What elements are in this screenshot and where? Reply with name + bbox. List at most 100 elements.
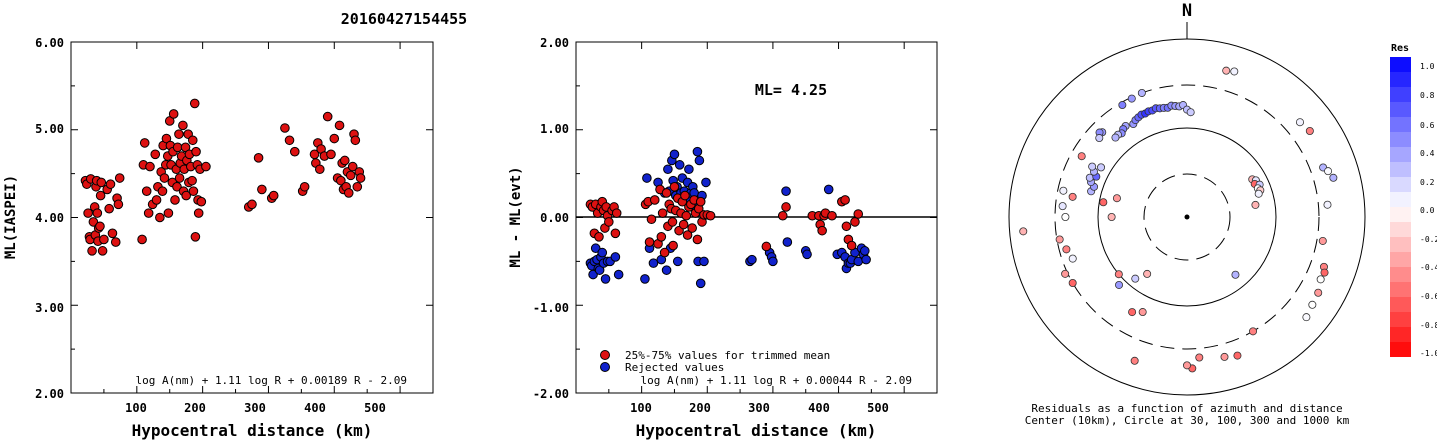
x-tick-label: 300 bbox=[244, 401, 266, 415]
rejected-point bbox=[823, 184, 834, 195]
data-point bbox=[145, 161, 155, 172]
station-point bbox=[1062, 245, 1071, 254]
rejected-point bbox=[648, 258, 659, 268]
station-point bbox=[1302, 313, 1311, 322]
station-point bbox=[1320, 268, 1329, 277]
plot-frame bbox=[70, 41, 434, 394]
x-tick-label: 200 bbox=[689, 401, 711, 415]
trimmed-point bbox=[687, 223, 697, 233]
data-point bbox=[187, 135, 198, 146]
ml-annotation: ML= 4.25 bbox=[755, 81, 827, 99]
y-tick-label: 2.00 bbox=[35, 387, 64, 401]
data-point bbox=[159, 173, 170, 183]
data-point bbox=[253, 153, 264, 163]
rejected-point bbox=[640, 274, 650, 284]
colorbar-tick: 0.2 bbox=[1420, 178, 1435, 187]
y-tick-label: 5.00 bbox=[35, 122, 64, 136]
data-point bbox=[350, 135, 361, 146]
data-point bbox=[196, 196, 207, 207]
colorbar-tick: 0.0 bbox=[1420, 206, 1435, 215]
station-point bbox=[1077, 152, 1086, 161]
station-point bbox=[1118, 101, 1127, 110]
colorbar-cell bbox=[1390, 207, 1411, 222]
rejected-point bbox=[701, 177, 711, 188]
station-point bbox=[1097, 163, 1106, 172]
figure-title: 20160427154455 bbox=[341, 10, 467, 28]
trimmed-point bbox=[659, 247, 670, 258]
station-point bbox=[1314, 288, 1323, 297]
caption-line-2: Center (10km), Circle at 30, 100, 300 an… bbox=[1025, 414, 1350, 427]
data-point bbox=[334, 120, 345, 131]
rejected-point bbox=[768, 256, 778, 267]
rejected-point bbox=[802, 249, 812, 260]
data-point bbox=[170, 195, 180, 205]
tick-marks bbox=[576, 41, 938, 394]
data-point bbox=[155, 212, 165, 223]
x-tick-label: 400 bbox=[304, 401, 326, 415]
legend-marker-rejected bbox=[600, 362, 610, 372]
station-point bbox=[1329, 173, 1338, 182]
data-point bbox=[340, 155, 350, 166]
colorbar-cell bbox=[1390, 237, 1411, 252]
data-point bbox=[96, 177, 107, 188]
station-point bbox=[1128, 308, 1137, 317]
station-point bbox=[1138, 308, 1147, 317]
trimmed-point bbox=[695, 196, 706, 207]
colorbar-cell bbox=[1390, 342, 1411, 357]
colorbar-tick: 0.8 bbox=[1420, 91, 1435, 100]
data-point bbox=[322, 111, 333, 122]
y-tick-label: 0.00 bbox=[540, 211, 569, 225]
colorbar-cells bbox=[1390, 57, 1411, 357]
data-point bbox=[113, 199, 124, 210]
colorbar-cell bbox=[1390, 267, 1411, 282]
x-tick-label: 100 bbox=[630, 401, 652, 415]
station-point bbox=[1112, 194, 1121, 203]
colorbar-tick: -0.8 bbox=[1420, 321, 1437, 330]
data-point bbox=[88, 217, 99, 227]
colorbar-cell bbox=[1390, 297, 1411, 312]
chart-residual-vs-distance: 2.00 1.00 0.00 -1.00 -2.00 100 200 300 4… bbox=[508, 36, 938, 440]
data-point bbox=[187, 175, 197, 186]
trimmed-point bbox=[840, 195, 850, 205]
data-point bbox=[191, 146, 201, 157]
colorbar-cell bbox=[1390, 327, 1411, 342]
data-point bbox=[105, 179, 116, 189]
data-point bbox=[299, 181, 310, 192]
data-point bbox=[201, 161, 211, 172]
station-point bbox=[1316, 275, 1325, 284]
station-point bbox=[1059, 186, 1068, 195]
legend-marker-trimmed bbox=[600, 350, 610, 360]
rejected-point bbox=[674, 160, 685, 170]
colorbar-tick: -0.2 bbox=[1420, 235, 1437, 244]
data-point bbox=[172, 142, 183, 153]
data-point bbox=[114, 173, 125, 183]
trimmed-point bbox=[841, 221, 852, 232]
data-point bbox=[97, 246, 108, 256]
rejected-point bbox=[861, 254, 871, 265]
ring-1000km bbox=[1008, 38, 1366, 396]
trimmed-point bbox=[656, 232, 667, 242]
data-point bbox=[347, 161, 358, 172]
colorbar-cell bbox=[1390, 87, 1411, 102]
data-point bbox=[188, 186, 199, 196]
colorbar-cell bbox=[1390, 252, 1411, 267]
x-tick-label: 300 bbox=[748, 401, 770, 415]
station-point bbox=[1324, 167, 1333, 176]
colorbar-tick: 0.4 bbox=[1420, 149, 1435, 158]
station-point bbox=[1107, 212, 1116, 221]
trimmed-point bbox=[669, 181, 680, 192]
station-point bbox=[1061, 269, 1070, 278]
trimmed-point bbox=[668, 240, 678, 251]
colorbar-title: Res bbox=[1391, 43, 1409, 54]
formula-label: log A(nm) + 1.11 log R + 0.00189 R - 2.0… bbox=[135, 374, 407, 387]
trimmed-point bbox=[682, 230, 693, 240]
x-axis-label: Hypocentral distance (km) bbox=[132, 421, 373, 440]
rejected-point bbox=[661, 265, 672, 275]
station-point bbox=[1061, 212, 1070, 221]
colorbar-cell bbox=[1390, 192, 1411, 207]
data-point bbox=[163, 208, 174, 218]
data-point bbox=[190, 232, 201, 242]
y-tick-label: -1.00 bbox=[533, 301, 569, 315]
data-point bbox=[336, 175, 346, 186]
